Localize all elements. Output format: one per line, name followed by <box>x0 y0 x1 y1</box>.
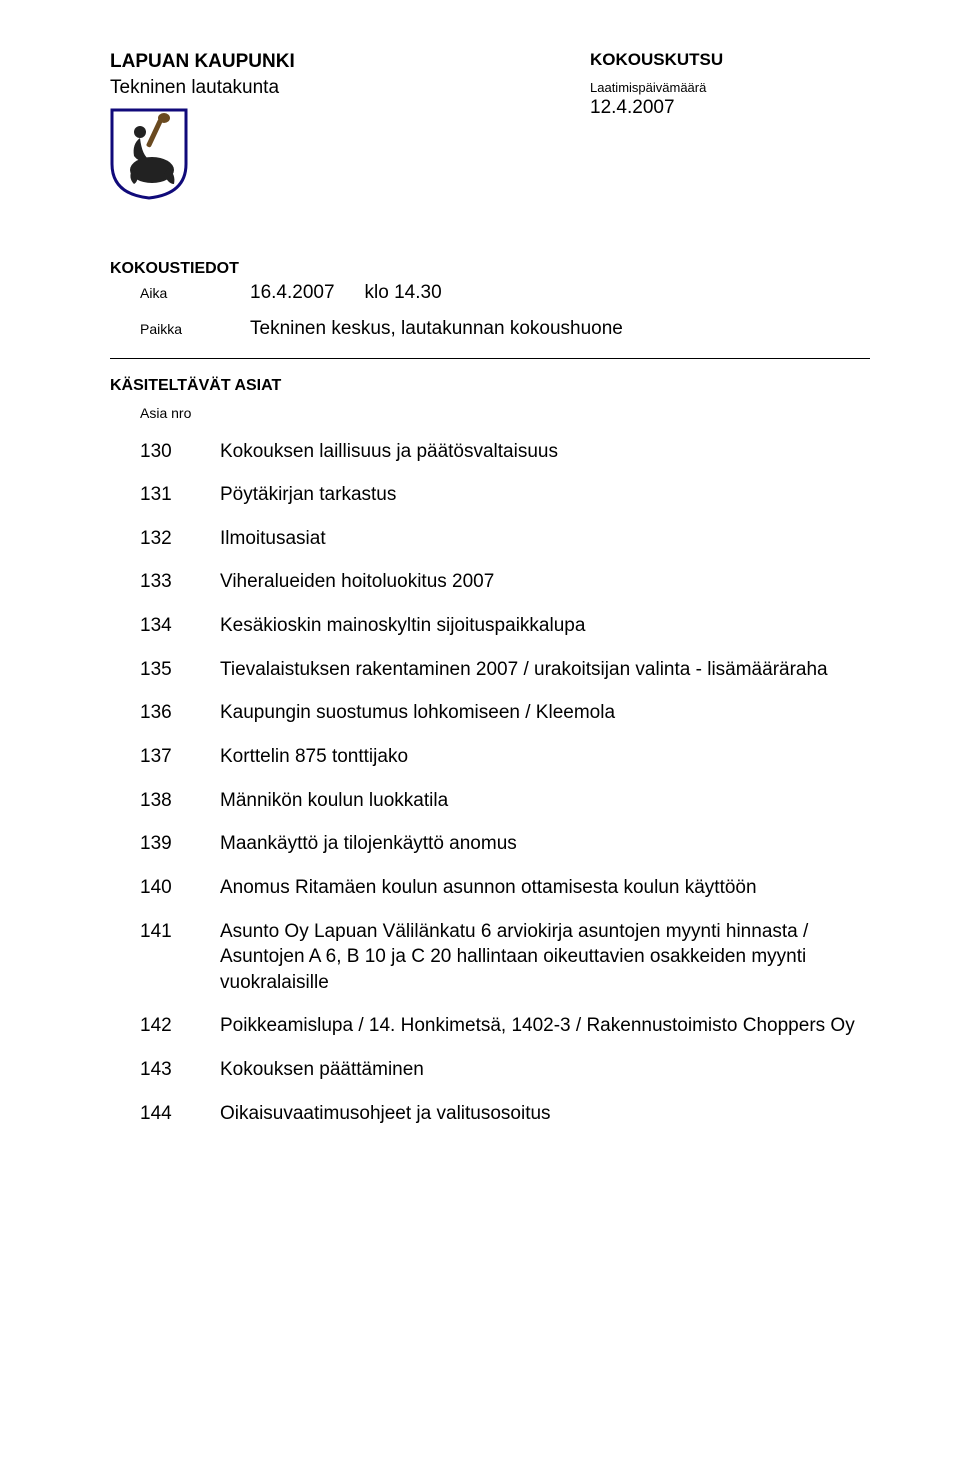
agenda-item-number: 137 <box>140 744 220 770</box>
header-row: LAPUAN KAUPUNKI Tekninen lautakunta <box>110 50 870 200</box>
laatimis-date: 12.4.2007 <box>590 97 870 119</box>
paikka-label: Paikka <box>110 321 250 337</box>
agenda-item-text: Kesäkioskin mainoskyltin sijoituspaikkal… <box>220 613 870 639</box>
agenda-item-text: Korttelin 875 tonttijako <box>220 744 870 770</box>
meeting-info: KOKOUSTIEDOT Aika 16.4.2007 klo 14.30 Pa… <box>110 260 870 340</box>
agenda-item: 134Kesäkioskin mainoskyltin sijoituspaik… <box>140 613 870 639</box>
agenda-item-number: 140 <box>140 875 220 901</box>
agenda-item: 133Viheralueiden hoitoluokitus 2007 <box>140 569 870 595</box>
agenda-item-number: 143 <box>140 1057 220 1083</box>
agenda-item: 143Kokouksen päättäminen <box>140 1057 870 1083</box>
agenda-item-text: Oikaisuvaatimusohjeet ja valitusosoitus <box>220 1101 870 1127</box>
agenda-item-text: Viheralueiden hoitoluokitus 2007 <box>220 569 870 595</box>
asia-nro-label: Asia nro <box>110 405 870 421</box>
divider <box>110 358 870 359</box>
agenda-item-number: 136 <box>140 700 220 726</box>
agenda-item-text: Anomus Ritamäen koulun asunnon ottamises… <box>220 875 870 901</box>
agenda-item-text: Ilmoitusasiat <box>220 526 870 552</box>
agenda-item: 140Anomus Ritamäen koulun asunnon ottami… <box>140 875 870 901</box>
agenda-heading: KÄSITELTÄVÄT ASIAT <box>110 377 870 395</box>
org-title: LAPUAN KAUPUNKI <box>110 50 295 74</box>
agenda-item-text: Maankäyttö ja tilojenkäyttö anomus <box>220 831 870 857</box>
agenda-item: 142Poikkeamislupa / 14. Honkimetsä, 1402… <box>140 1013 870 1039</box>
agenda-item-text: Kokouksen päättäminen <box>220 1057 870 1083</box>
agenda-item-number: 138 <box>140 788 220 814</box>
header-right: KOKOUSKUTSU Laatimispäivämäärä 12.4.2007 <box>590 50 870 119</box>
agenda-item-text: Kaupungin suostumus lohkomiseen / Kleemo… <box>220 700 870 726</box>
aika-label: Aika <box>110 285 250 301</box>
aika-date: 16.4.2007 <box>250 282 335 304</box>
kokouskutsu-label: KOKOUSKUTSU <box>590 50 870 70</box>
agenda-item-text: Asunto Oy Lapuan Välilänkatu 6 arviokirj… <box>220 919 870 996</box>
agenda-item-text: Kokouksen laillisuus ja päätösvaltaisuus <box>220 439 870 465</box>
agenda-item: 144Oikaisuvaatimusohjeet ja valitusosoit… <box>140 1101 870 1127</box>
agenda-item-number: 132 <box>140 526 220 552</box>
agenda-item: 139Maankäyttö ja tilojenkäyttö anomus <box>140 831 870 857</box>
agenda-item: 141Asunto Oy Lapuan Välilänkatu 6 arviok… <box>140 919 870 996</box>
agenda-items: 130Kokouksen laillisuus ja päätösvaltais… <box>110 439 870 1127</box>
org-block: LAPUAN KAUPUNKI Tekninen lautakunta <box>110 50 295 200</box>
agenda-item-number: 130 <box>140 439 220 465</box>
kokoustiedot-heading: KOKOUSTIEDOT <box>110 260 870 278</box>
crest-icon <box>110 108 295 200</box>
page: LAPUAN KAUPUNKI Tekninen lautakunta <box>0 0 960 1468</box>
agenda-item-number: 141 <box>140 919 220 945</box>
aika-time: klo 14.30 <box>365 282 442 304</box>
agenda-item-number: 142 <box>140 1013 220 1039</box>
agenda-item: 137Korttelin 875 tonttijako <box>140 744 870 770</box>
agenda-item-number: 135 <box>140 657 220 683</box>
agenda-item: 138Männikön koulun luokkatila <box>140 788 870 814</box>
agenda-item: 130Kokouksen laillisuus ja päätösvaltais… <box>140 439 870 465</box>
agenda-item-text: Poikkeamislupa / 14. Honkimetsä, 1402-3 … <box>220 1013 870 1039</box>
board-name: Tekninen lautakunta <box>110 76 295 100</box>
agenda-item-number: 133 <box>140 569 220 595</box>
aika-row: Aika 16.4.2007 klo 14.30 <box>110 282 870 304</box>
agenda-item-number: 134 <box>140 613 220 639</box>
agenda-item: 132Ilmoitusasiat <box>140 526 870 552</box>
agenda-item-text: Männikön koulun luokkatila <box>220 788 870 814</box>
agenda-item: 135Tievalaistuksen rakentaminen 2007 / u… <box>140 657 870 683</box>
agenda-item-text: Pöytäkirjan tarkastus <box>220 482 870 508</box>
agenda-item-number: 139 <box>140 831 220 857</box>
paikka-row: Paikka Tekninen keskus, lautakunnan koko… <box>110 318 870 340</box>
agenda-item-number: 144 <box>140 1101 220 1127</box>
paikka-value: Tekninen keskus, lautakunnan kokoushuone <box>250 318 623 340</box>
agenda-item-number: 131 <box>140 482 220 508</box>
agenda-item-text: Tievalaistuksen rakentaminen 2007 / urak… <box>220 657 870 683</box>
agenda-item: 131Pöytäkirjan tarkastus <box>140 482 870 508</box>
laatimis-label: Laatimispäivämäärä <box>590 80 870 95</box>
agenda-item: 136Kaupungin suostumus lohkomiseen / Kle… <box>140 700 870 726</box>
